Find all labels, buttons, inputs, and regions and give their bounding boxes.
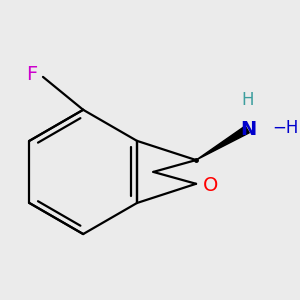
Text: H: H (242, 91, 254, 109)
Polygon shape (196, 126, 249, 160)
Text: N: N (241, 120, 257, 139)
Text: F: F (26, 65, 37, 84)
Text: O: O (203, 176, 219, 196)
Text: −H: −H (272, 119, 298, 137)
